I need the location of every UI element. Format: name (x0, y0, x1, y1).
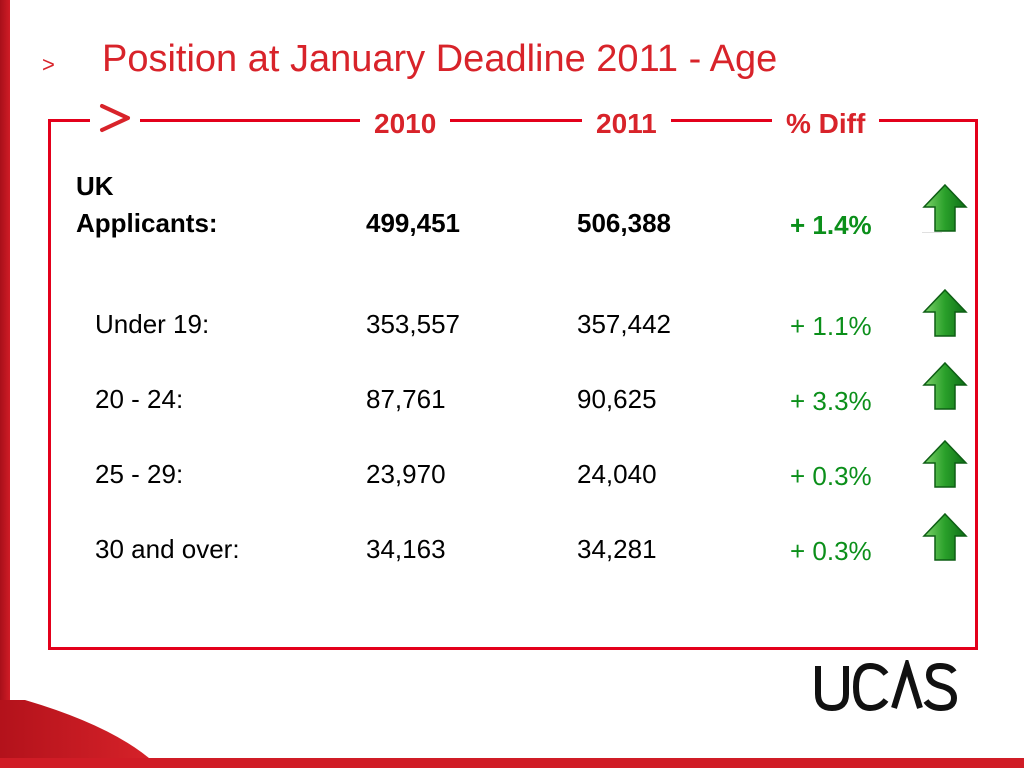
up-arrow-icon (922, 183, 968, 233)
ucas-logo (815, 660, 958, 712)
summary-value-2011: 506,388 (577, 208, 671, 238)
title-bullet: > (42, 52, 55, 77)
row-diff: + 0.3% (790, 461, 872, 491)
frame-chevron-icon (90, 98, 140, 138)
row-label: Under 19: (95, 309, 210, 339)
row-label: 20 - 24: (95, 384, 184, 414)
row-label: 30 and over: (95, 534, 240, 564)
up-arrow-icon (922, 512, 968, 561)
row-value-2010: 34,163 (366, 534, 446, 564)
up-arrow-icon (922, 361, 968, 410)
row-value-2011: 34,281 (577, 534, 657, 564)
row-value-2011: 357,442 (577, 309, 671, 339)
row-diff: + 0.3% (790, 536, 872, 566)
summary-value-2010: 499,451 (366, 208, 460, 238)
row-value-2011: 90,625 (577, 384, 657, 414)
summary-diff: + 1.4% (790, 210, 872, 240)
row-value-2010: 87,761 (366, 384, 446, 414)
row-value-2010: 353,557 (366, 309, 460, 339)
column-header-2010: 2010 (360, 104, 451, 144)
summary-label-line1: UK (76, 171, 114, 201)
table-frame (48, 119, 978, 650)
summary-label-line2: Applicants: (76, 208, 218, 238)
row-value-2010: 23,970 (366, 459, 446, 489)
up-arrow-icon (922, 288, 968, 337)
page-title: Position at January Deadline 2011 - Age (102, 38, 778, 80)
slide-left-bar (0, 0, 10, 768)
column-header-2011: 2011 (582, 104, 671, 144)
row-value-2011: 24,040 (577, 459, 657, 489)
column-header-diff: % Diff (772, 104, 880, 144)
up-arrow-icon (922, 439, 968, 488)
row-diff: + 3.3% (790, 386, 872, 416)
row-label: 25 - 29: (95, 459, 184, 489)
row-diff: + 1.1% (790, 311, 872, 341)
